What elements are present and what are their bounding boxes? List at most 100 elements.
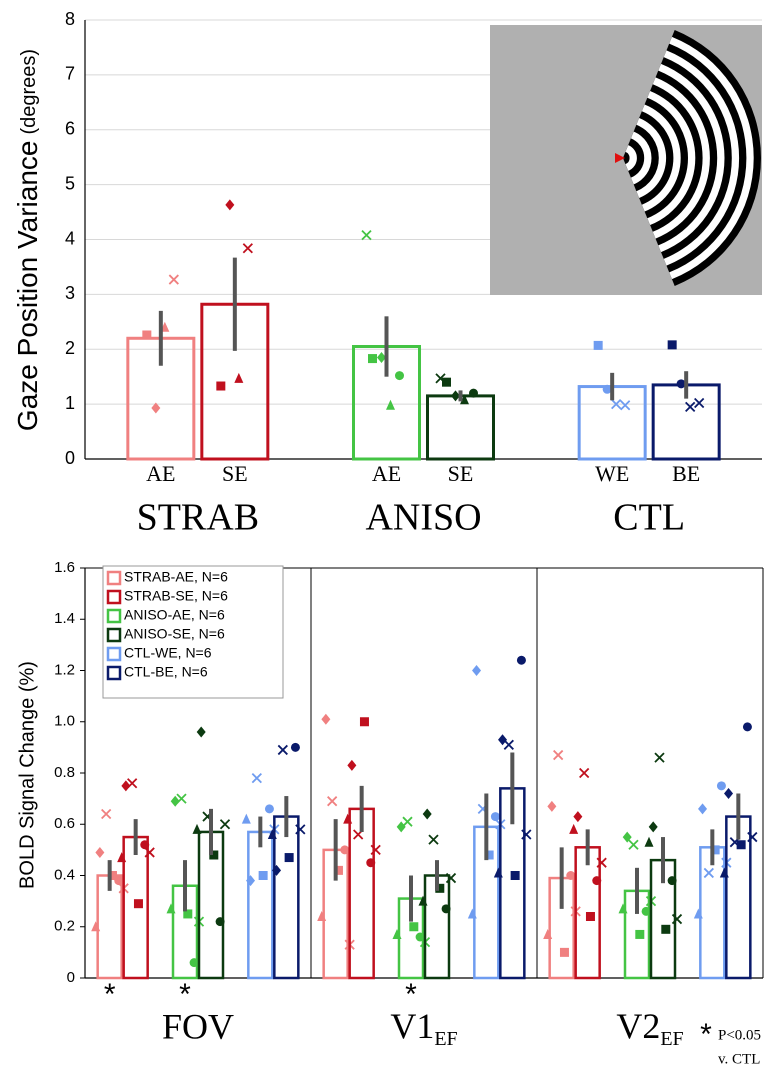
y-tick-label: 0.6 [54, 815, 75, 832]
legend-swatch [106, 608, 122, 624]
data-point [166, 903, 176, 914]
legend-swatch [106, 646, 122, 662]
legend-label: CTL-WE, N=6 [124, 645, 212, 661]
data-point [91, 921, 101, 932]
category-label: V2EF [616, 1006, 683, 1049]
y-axis-label: BOLD Signal Change (%) [16, 661, 38, 889]
legend-swatch [106, 627, 122, 643]
bar [699, 846, 726, 980]
category-main: V1 [390, 1006, 434, 1046]
data-point [635, 929, 645, 939]
data-point [435, 373, 446, 384]
stimulus-ring [623, 151, 630, 165]
y-tick-label: 0.4 [54, 866, 75, 883]
data-point [467, 908, 477, 919]
y-tick-label: 0 [67, 969, 75, 986]
legend-label: STRAB-SE, N=6 [124, 588, 228, 604]
data-point [216, 381, 226, 391]
data-point [290, 742, 300, 752]
data-point [742, 722, 752, 732]
data-point [654, 752, 665, 763]
data-point [428, 834, 439, 845]
data-point [327, 796, 338, 807]
data-point [569, 823, 579, 834]
data-point [676, 379, 686, 389]
data-point [140, 840, 150, 850]
y-tick-label: 5 [65, 173, 75, 193]
note-text: P<0.05 [718, 1027, 761, 1043]
data-point [592, 876, 602, 886]
x-tick-label: WE [595, 461, 629, 486]
data-point [133, 899, 143, 909]
data-point [460, 394, 469, 405]
note-text: v. CTL [718, 1051, 760, 1067]
data-point [121, 780, 131, 792]
legend-label: CTL-BE, N=6 [124, 664, 208, 680]
data-point [277, 744, 288, 756]
stimulus-inset [490, 25, 762, 295]
data-point [747, 831, 758, 843]
y-tick-label: 1.2 [54, 661, 75, 678]
data-point [671, 913, 683, 925]
data-point [142, 330, 152, 340]
data-point [284, 853, 294, 863]
data-point [667, 340, 677, 350]
data-point [386, 399, 395, 410]
bar [348, 807, 375, 980]
data-point [242, 243, 253, 254]
data-point [661, 924, 671, 934]
data-point [710, 845, 720, 855]
data-point [498, 734, 508, 746]
category-subscript: EF [660, 1028, 683, 1050]
y-axis-title: Gaze Position Variance [12, 141, 43, 432]
data-point [333, 865, 343, 875]
bar [426, 394, 495, 461]
data-point [503, 739, 514, 750]
significance-mark: * [104, 978, 116, 1011]
data-point [396, 821, 406, 833]
data-point [392, 928, 402, 939]
data-point [703, 867, 714, 879]
data-point [573, 811, 583, 823]
y-tick-label: 0.8 [54, 764, 75, 781]
data-point [694, 397, 705, 409]
data-point [585, 912, 595, 921]
data-point [101, 808, 112, 820]
data-point [225, 199, 235, 211]
data-point [251, 772, 262, 784]
bar [273, 815, 300, 980]
y-tick-label: 3 [65, 283, 75, 303]
data-point [377, 351, 386, 363]
data-point [168, 274, 179, 285]
significance-mark: * [179, 978, 191, 1011]
y-tick-label: 4 [65, 228, 75, 248]
legend-swatch [106, 589, 122, 605]
data-point [510, 871, 520, 880]
data-point [547, 800, 557, 812]
data-point [418, 895, 428, 906]
data-point [628, 839, 639, 850]
data-point [370, 844, 381, 856]
data-point [359, 717, 369, 727]
y-tick-label: 0.2 [54, 918, 75, 935]
fixation-marker [615, 153, 625, 163]
data-point [366, 858, 376, 868]
data-point [641, 906, 651, 916]
data-point [267, 829, 277, 839]
data-point [611, 398, 622, 410]
data-point [469, 388, 478, 398]
y-tick-label: 1.6 [54, 559, 75, 576]
data-point [347, 759, 357, 771]
data-point [559, 947, 569, 957]
data-point [724, 788, 734, 799]
y-tick-label: 1.4 [54, 610, 75, 627]
category-label: V1EF [390, 1006, 457, 1049]
data-point [493, 867, 503, 878]
data-point [144, 847, 155, 858]
data-point [234, 372, 244, 383]
data-point [170, 795, 180, 807]
data-point [667, 876, 677, 886]
legend-swatch [106, 570, 122, 586]
y-tick-label: 2 [65, 338, 75, 358]
